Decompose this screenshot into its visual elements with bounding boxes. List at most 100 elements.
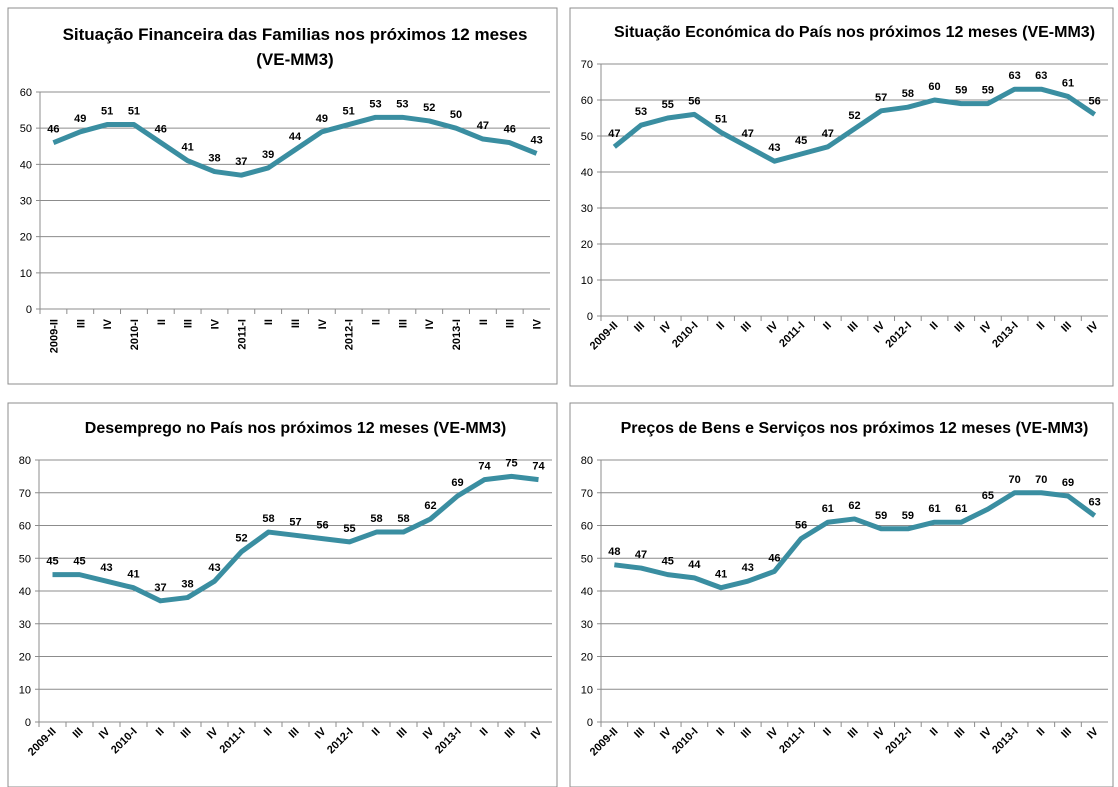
data-label: 55 [343,523,355,535]
data-label: 61 [928,503,940,515]
panel [569,7,1114,387]
data-label: 63 [1008,70,1020,82]
data-label: 62 [424,500,436,512]
y-tick-label: 50 [19,553,31,565]
data-label: 45 [46,556,58,568]
data-label: 44 [688,559,701,571]
data-label: 60 [928,81,940,93]
data-label: 44 [289,131,302,143]
data-label: 47 [635,549,647,561]
x-tick-label: 2013-I [451,319,463,350]
y-tick-label: 60 [581,521,593,533]
data-label: 61 [822,503,834,515]
data-label: 48 [608,546,620,558]
x-tick-label: IV [102,318,114,329]
data-label: 52 [848,110,860,122]
data-label: 56 [688,95,700,107]
x-tick-label: II [371,319,383,325]
data-label: 58 [902,88,914,100]
data-label: 69 [451,477,463,489]
y-tick-label: 40 [20,159,32,171]
y-tick-label: 20 [20,232,32,244]
data-label: 59 [875,510,887,522]
y-tick-label: 60 [581,95,593,107]
y-tick-label: 20 [581,652,593,664]
x-tick-label: III [505,319,517,328]
y-tick-label: 40 [581,167,593,179]
data-label: 70 [1008,474,1020,486]
y-tick-label: 70 [581,488,593,500]
data-label: 75 [505,457,517,469]
y-tick-label: 50 [20,123,32,135]
data-label: 50 [450,109,462,121]
data-label: 52 [235,533,247,545]
data-label: 51 [715,113,727,125]
x-tick-label: II [156,319,168,325]
data-label: 46 [768,552,780,564]
x-tick-label: IV [317,318,329,329]
data-label: 57 [875,92,887,104]
data-label: 45 [662,556,674,568]
data-label: 57 [289,516,301,528]
y-tick-label: 30 [581,619,593,631]
x-tick-label: 2010-I [129,319,141,350]
data-label: 46 [47,124,59,136]
y-tick-label: 10 [20,268,32,280]
y-tick-label: 70 [19,488,31,500]
data-label: 56 [316,520,328,532]
data-label: 45 [795,135,807,147]
y-tick-label: 70 [581,59,593,71]
data-label: 51 [343,106,355,118]
data-label: 63 [1089,497,1101,509]
data-label: 39 [262,149,274,161]
data-label: 61 [955,503,967,515]
data-label: 59 [955,85,967,97]
data-label: 43 [768,142,780,154]
data-line [612,86,1097,164]
data-label: 43 [530,134,542,146]
y-tick-label: 20 [581,239,593,251]
data-label: 38 [181,579,193,591]
y-tick-label: 50 [581,553,593,565]
data-label: 58 [397,513,409,525]
data-label: 47 [742,128,754,140]
y-tick-label: 40 [581,586,593,598]
y-tick-label: 30 [19,619,31,631]
data-label: 47 [608,128,620,140]
data-label: 38 [208,153,220,165]
y-tick-label: 10 [581,684,593,696]
x-tick-label: II [478,319,490,325]
data-label: 62 [848,500,860,512]
y-tick-label: 50 [581,131,593,143]
y-tick-label: 10 [19,684,31,696]
y-tick-label: 80 [581,455,593,467]
x-tick-label: IV [424,318,436,329]
y-tick-label: 30 [581,203,593,215]
y-tick-label: 0 [587,311,593,323]
data-label: 55 [662,99,674,111]
data-label: 69 [1062,477,1074,489]
panel [569,402,1114,787]
data-line [52,473,539,604]
data-label: 47 [477,120,489,132]
x-tick-label: III [397,319,409,328]
data-label: 58 [262,513,274,525]
chart-title: Desemprego no País nos próximos 12 meses… [84,420,507,437]
y-tick-label: 60 [20,87,32,99]
chart-title: Preços de Bens e Serviços nos próximos 1… [620,420,1089,437]
y-tick-label: 30 [20,196,32,208]
data-label: 37 [154,582,166,594]
y-tick-label: 20 [19,652,31,664]
y-tick-label: 0 [26,304,32,316]
data-label: 46 [504,124,516,136]
y-tick-label: 60 [19,521,31,533]
data-label: 59 [902,510,914,522]
x-tick-label: 2012-I [344,319,356,350]
data-label: 41 [715,569,727,581]
data-label: 49 [316,113,328,125]
data-label: 43 [742,562,754,574]
data-line [614,490,1097,591]
data-label: 52 [423,102,435,114]
data-label: 53 [369,98,381,110]
data-label: 59 [982,85,994,97]
